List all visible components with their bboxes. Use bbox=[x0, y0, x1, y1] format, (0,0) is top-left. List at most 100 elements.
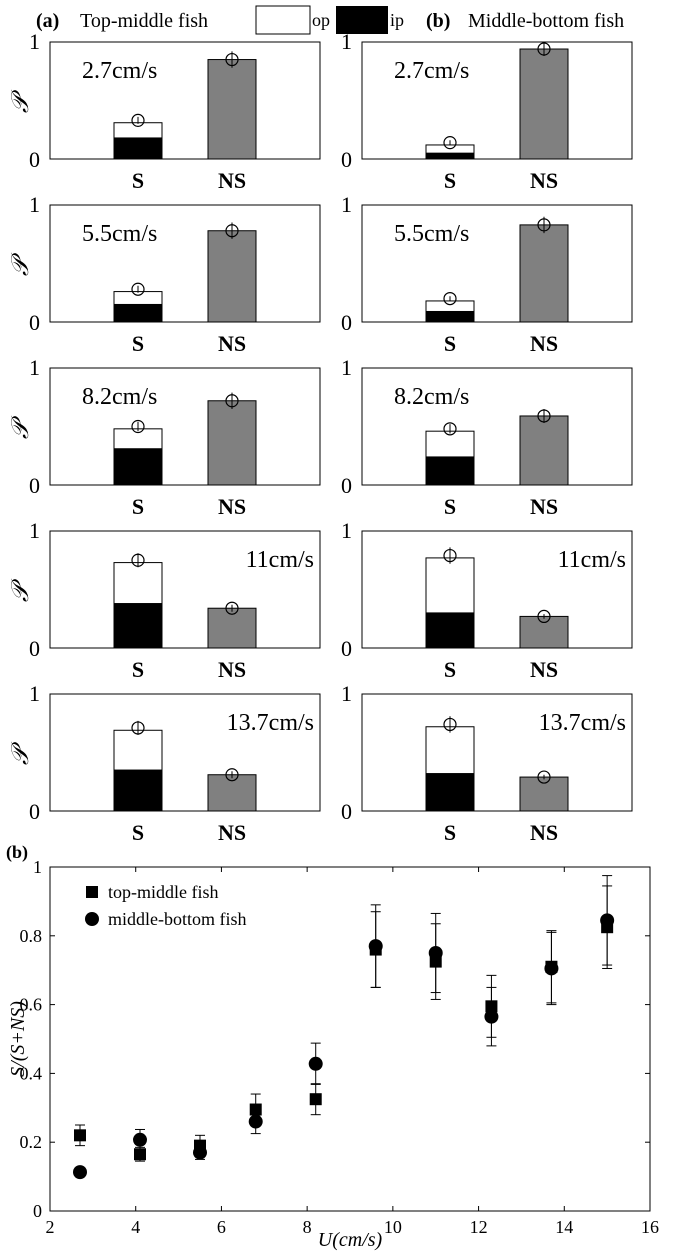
xtick-label: 2 bbox=[46, 1217, 55, 1237]
ytick-label-1: 1 bbox=[341, 518, 352, 543]
marker-s-circle bbox=[131, 721, 145, 735]
bar-s-ip bbox=[113, 448, 163, 486]
marker-s-circle bbox=[131, 113, 145, 127]
panel-frame bbox=[49, 41, 321, 160]
ytick-label: 0 bbox=[33, 1201, 42, 1221]
panel-frame bbox=[361, 41, 633, 160]
data-point-circle bbox=[193, 1145, 207, 1160]
xtick-label-ns: NS bbox=[530, 331, 558, 356]
scatter-frame bbox=[49, 866, 651, 1212]
ylabel: 𝒫 bbox=[8, 89, 34, 113]
bar-ns bbox=[519, 224, 569, 323]
speed-label: 5.5cm/s bbox=[82, 221, 157, 247]
data-point-circle bbox=[308, 1056, 323, 1071]
ytick-label-1: 1 bbox=[341, 681, 352, 706]
scatter-xlabel: U(cm/s) bbox=[318, 1229, 383, 1251]
legend-op-swatch bbox=[255, 5, 311, 35]
panel-frame bbox=[49, 367, 321, 486]
xtick-label-s: S bbox=[444, 820, 456, 845]
bar-ns bbox=[207, 59, 257, 160]
data-point-circle bbox=[133, 1132, 147, 1147]
bar-panel-1-3: 1 0 S NS 11cm/s bbox=[341, 518, 633, 682]
ylabel: 𝒫 bbox=[8, 578, 34, 602]
ytick-label: 0.8 bbox=[20, 926, 43, 946]
xtick-label-ns: NS bbox=[218, 820, 246, 845]
panel-frame bbox=[361, 530, 633, 649]
marker-s-circle bbox=[443, 136, 457, 150]
bar-s-ip bbox=[113, 769, 163, 812]
bar-panel-0-2: 1 0 𝒫 S NS 8.2cm/s bbox=[8, 355, 321, 519]
xtick-label-ns: NS bbox=[218, 168, 246, 193]
ytick-label-0: 0 bbox=[341, 147, 352, 172]
bar-panel-0-1: 1 0 𝒫 S NS 5.5cm/s bbox=[8, 192, 321, 356]
speed-label: 8.2cm/s bbox=[82, 384, 157, 410]
marker-s-circle bbox=[131, 282, 145, 296]
ytick-label-1: 1 bbox=[341, 192, 352, 217]
ytick-label: 0.6 bbox=[20, 995, 43, 1015]
header: (a) Top-middle fish op ip (b) Middle-bot… bbox=[36, 5, 624, 35]
xtick-label: 12 bbox=[470, 1217, 488, 1237]
ylabel: 𝒫 bbox=[8, 252, 34, 276]
marker-s-circle bbox=[443, 548, 457, 563]
xtick-label-ns: NS bbox=[218, 494, 246, 519]
bar-panels: 1 0 𝒫 S NS 2.7cm/s 1 0 𝒫 S NS 5.5cm/s 1 0 𝒫 S NS 8.2cm/s 1… bbox=[8, 29, 633, 845]
marker-s-circle bbox=[443, 717, 457, 732]
xtick-label-ns: NS bbox=[218, 331, 246, 356]
panel-frame bbox=[49, 530, 321, 649]
bar-s-ip bbox=[113, 137, 163, 160]
data-point-circle bbox=[544, 961, 559, 976]
marker-s-circle bbox=[131, 419, 145, 434]
marker-s-circle bbox=[443, 292, 457, 306]
scatter-panel: (b) 2 4 6 8 10 12 14 16 0 0.2 0.4 0.6 0.8 1 U(cm/s) S/(S… bbox=[6, 842, 659, 1251]
panel-frame bbox=[361, 367, 633, 486]
bar-ns bbox=[519, 415, 569, 486]
bar-panel-1-4: 1 0 S NS 13.7cm/s bbox=[341, 681, 633, 845]
bar-panel-0-0: 1 0 𝒫 S NS 2.7cm/s bbox=[8, 29, 321, 193]
legend-ip-label: ip bbox=[390, 10, 404, 30]
marker-ns-circle bbox=[225, 601, 239, 615]
right-panel-tag: (b) bbox=[426, 10, 450, 32]
xtick-label-s: S bbox=[132, 657, 144, 682]
legend-label-top-middle: top-middle fish bbox=[108, 882, 219, 902]
bar-panel-0-4: 1 0 𝒫 S NS 13.7cm/s bbox=[8, 681, 321, 845]
data-point-circle bbox=[484, 1009, 499, 1024]
ytick-label-0: 0 bbox=[29, 636, 40, 661]
ytick-label-1: 1 bbox=[341, 29, 352, 54]
bar-s-ip bbox=[113, 603, 163, 649]
ytick-label-0: 0 bbox=[341, 636, 352, 661]
bar-panel-1-1: 1 0 S NS 5.5cm/s bbox=[341, 192, 633, 356]
marker-ns-circle bbox=[537, 409, 551, 423]
left-panel-title: Top-middle fish bbox=[80, 10, 208, 32]
xtick-label-ns: NS bbox=[530, 494, 558, 519]
ytick-label-0: 0 bbox=[29, 310, 40, 335]
bar-panel-1-0: 1 0 S NS 2.7cm/s bbox=[341, 29, 633, 193]
panel-frame bbox=[49, 204, 321, 323]
speed-label: 11cm/s bbox=[246, 547, 314, 573]
xtick-label: 16 bbox=[641, 1217, 659, 1237]
panel-frame bbox=[361, 204, 633, 323]
data-point-circle bbox=[428, 946, 443, 960]
speed-label: 13.7cm/s bbox=[227, 710, 314, 736]
bar-s-ip bbox=[425, 310, 475, 323]
speed-label: 2.7cm/s bbox=[82, 58, 157, 84]
bar-ns bbox=[519, 615, 569, 649]
xtick-label-s: S bbox=[444, 168, 456, 193]
speed-label: 11cm/s bbox=[558, 547, 626, 573]
marker-s-circle bbox=[443, 422, 457, 436]
xtick-label-ns: NS bbox=[530, 820, 558, 845]
marker-ns-circle bbox=[537, 609, 551, 624]
xtick-label-s: S bbox=[132, 820, 144, 845]
xtick-label-s: S bbox=[132, 331, 144, 356]
bar-s-ip bbox=[425, 773, 475, 812]
bar-ns bbox=[207, 230, 257, 323]
xtick-label-ns: NS bbox=[530, 168, 558, 193]
ytick-label-1: 1 bbox=[29, 681, 40, 706]
right-panel-title: Middle-bottom fish bbox=[468, 10, 624, 32]
ytick-label-0: 0 bbox=[341, 473, 352, 498]
data-point-square bbox=[309, 1093, 322, 1106]
data-point-circle bbox=[73, 1165, 87, 1180]
panel-frame bbox=[361, 693, 633, 812]
bar-s-ip bbox=[425, 152, 475, 160]
